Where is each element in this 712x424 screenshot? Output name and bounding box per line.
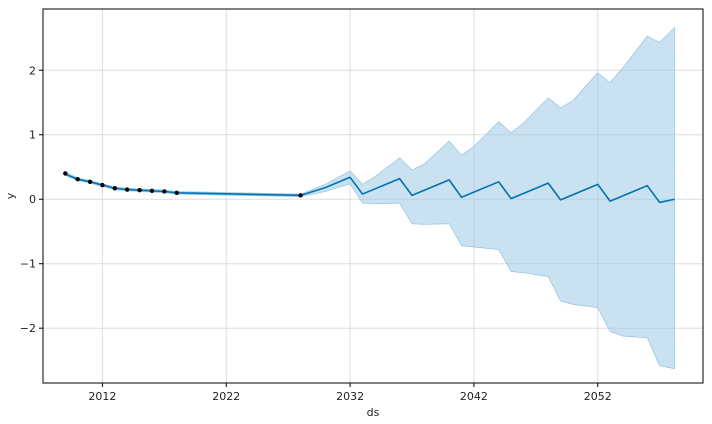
observed-point [100,182,105,188]
x-tick-label: 2042 [460,390,488,403]
observed-point [174,190,179,195]
observed-point [63,171,68,176]
x-axis-ticks: 2012 2022 2032 2042 2052 [88,383,612,403]
observed-point [298,193,303,198]
observed-point [149,188,155,194]
observed-point [87,179,93,185]
y-tick-label: −2 [20,322,36,335]
observed-point [125,187,130,192]
y-tick-label: 0 [29,193,36,206]
observed-point [75,177,80,182]
x-axis-label: ds [367,406,380,419]
observed-point [112,186,118,191]
x-tick-label: 2032 [336,390,364,403]
observed-point [137,187,142,193]
y-tick-label: −1 [20,258,36,271]
observed-point [162,189,167,194]
observed-points-group [63,171,303,198]
y-axis-ticks: −2 −1 0 1 2 [20,64,43,335]
forecast-line-group [64,173,675,204]
x-tick-label: 2052 [584,390,612,403]
x-tick-label: 2022 [212,390,240,403]
y-tick-label: 2 [29,64,36,77]
y-axis-label: y [4,192,17,199]
plot-frame [42,8,704,384]
y-tick-label: 1 [29,129,36,142]
forecast-line [64,173,675,204]
x-tick-label: 2012 [88,390,116,403]
